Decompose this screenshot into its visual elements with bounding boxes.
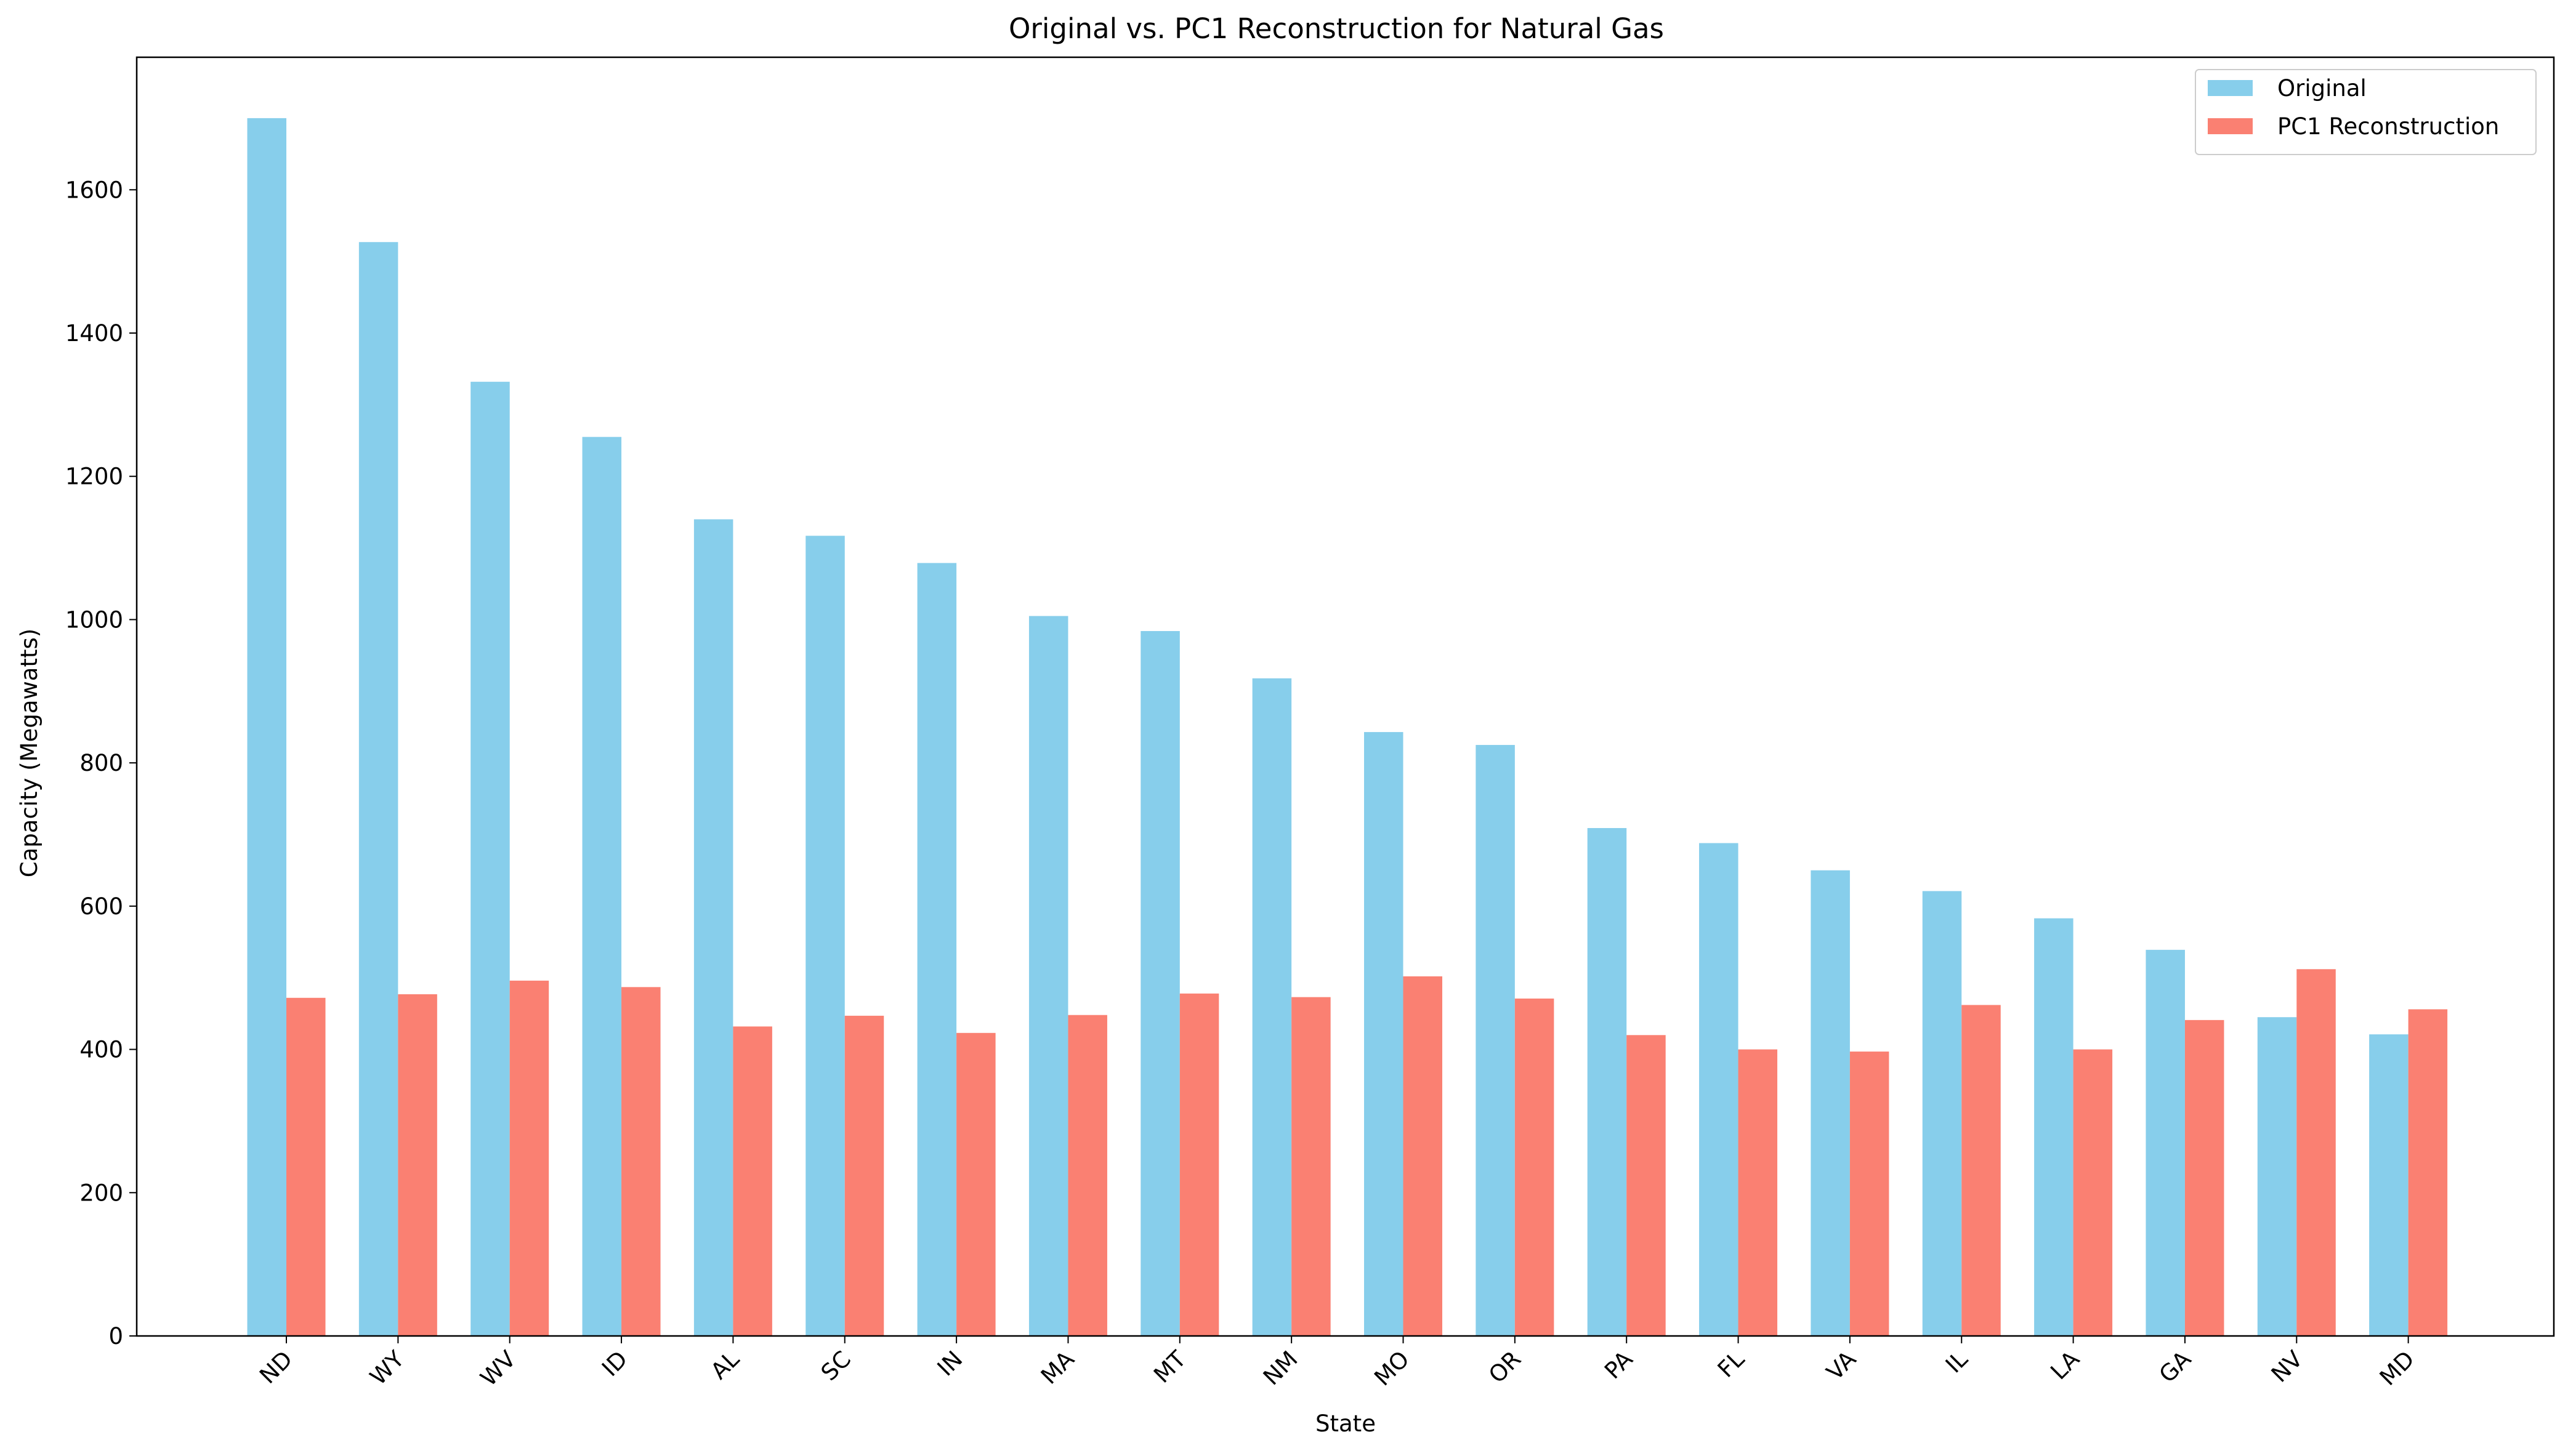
x-tick-label-nd: ND — [254, 1346, 297, 1389]
x-tick-label-fl: FL — [1713, 1346, 1750, 1383]
plot-area-frame — [135, 56, 2555, 1337]
y-tick-label-600: 600 — [79, 893, 123, 920]
x-tick-label-nv: NV — [2266, 1346, 2308, 1388]
y-tick-label-0: 0 — [108, 1323, 123, 1349]
bar-pc1-reconstruction-pa — [1626, 1035, 1666, 1336]
x-tick-label-in: IN — [932, 1346, 968, 1382]
x-tick-label-va: VA — [1822, 1346, 1862, 1386]
bar-original-al — [693, 519, 733, 1336]
x-tick-label-pa: PA — [1599, 1346, 1637, 1384]
x-tick-label-il: IL — [1940, 1346, 1973, 1378]
x-tick-label-md: MD — [2375, 1346, 2420, 1391]
bar-pc1-reconstruction-in — [956, 1032, 996, 1336]
legend: Original PC1 Reconstruction — [2195, 69, 2537, 155]
bars-layer — [247, 118, 2448, 1337]
bar-pc1-reconstruction-il — [1961, 1005, 2001, 1336]
y-tick-label-400: 400 — [79, 1037, 123, 1063]
axes-layer — [135, 56, 2555, 1337]
bar-original-nv — [2257, 1017, 2297, 1336]
bar-pc1-reconstruction-mt — [1179, 993, 1219, 1336]
bar-original-va — [1811, 870, 1850, 1336]
bar-pc1-reconstruction-fl — [1738, 1049, 1778, 1336]
bar-original-or — [1476, 745, 1515, 1336]
bar-pc1-reconstruction-wv — [509, 980, 549, 1336]
y-tick-label-200: 200 — [79, 1180, 123, 1206]
bar-pc1-reconstruction-md — [2408, 1009, 2448, 1336]
bar-pc1-reconstruction-mo — [1403, 976, 1442, 1336]
bar-original-la — [2034, 918, 2073, 1336]
x-tick-label-id: ID — [597, 1346, 632, 1382]
bar-original-mt — [1141, 631, 1180, 1336]
bar-pc1-reconstruction-ma — [1068, 1015, 1107, 1336]
x-tick-label-wy: WY — [365, 1346, 410, 1391]
y-tick-label-1200: 1200 — [65, 464, 123, 490]
bar-original-fl — [1699, 843, 1738, 1336]
x-tick-label-sc: SC — [816, 1346, 856, 1386]
x-tick-label-la: LA — [2045, 1346, 2084, 1385]
legend-label-original: Original — [2277, 75, 2367, 102]
bar-pc1-reconstruction-nd — [286, 997, 326, 1336]
legend-label-pc1-reconstruction: PC1 Reconstruction — [2277, 113, 2499, 140]
bar-original-nd — [247, 118, 286, 1336]
x-tick-label-or: OR — [1484, 1346, 1526, 1388]
bar-pc1-reconstruction-al — [733, 1026, 772, 1336]
x-axis-label: State — [1315, 1410, 1376, 1437]
x-tick-label-al: AL — [706, 1346, 745, 1385]
bar-original-sc — [806, 536, 845, 1336]
bar-pc1-reconstruction-sc — [844, 1015, 884, 1336]
x-tick-label-nm: NM — [1258, 1346, 1303, 1391]
bar-original-in — [917, 563, 957, 1336]
legend-frame — [2195, 69, 2537, 155]
y-tick-label-1400: 1400 — [65, 320, 123, 347]
bar-pc1-reconstruction-or — [1514, 998, 1554, 1336]
bar-pc1-reconstruction-la — [2073, 1049, 2113, 1336]
bar-pc1-reconstruction-wy — [398, 994, 437, 1336]
x-tick-label-mo: MO — [1369, 1346, 1415, 1391]
bar-pc1-reconstruction-nm — [1291, 997, 1331, 1336]
legend-swatch-pc1-reconstruction — [2208, 118, 2253, 134]
y-tick-label-1600: 1600 — [65, 177, 123, 203]
bar-pc1-reconstruction-nv — [2296, 969, 2336, 1336]
y-axis-label: Capacity (Megawatts) — [16, 629, 42, 877]
bar-original-md — [2369, 1034, 2409, 1336]
bar-original-wy — [358, 242, 398, 1336]
y-tick-label-1000: 1000 — [65, 606, 123, 633]
bar-original-wv — [470, 382, 510, 1336]
legend-swatch-original — [2208, 80, 2253, 96]
x-tick-label-ma: MA — [1036, 1346, 1080, 1390]
y-tick-label-800: 800 — [79, 750, 123, 776]
x-tick-label-mt: MT — [1149, 1346, 1191, 1388]
bar-original-il — [1922, 891, 1962, 1336]
bar-original-mo — [1364, 732, 1403, 1336]
chart-title: Original vs. PC1 Reconstruction for Natu… — [1009, 12, 1664, 45]
bar-pc1-reconstruction-va — [1849, 1052, 1889, 1336]
bar-original-nm — [1252, 678, 1292, 1336]
bar-pc1-reconstruction-ga — [2184, 1020, 2224, 1336]
bar-original-id — [582, 436, 622, 1337]
x-tick-label-wv: WV — [475, 1346, 521, 1391]
x-tick-label-ga: GA — [2154, 1346, 2197, 1388]
bar-pc1-reconstruction-id — [621, 987, 661, 1336]
bar-original-ma — [1028, 616, 1068, 1336]
bar-original-ga — [2146, 949, 2185, 1336]
bar-original-pa — [1587, 828, 1627, 1336]
